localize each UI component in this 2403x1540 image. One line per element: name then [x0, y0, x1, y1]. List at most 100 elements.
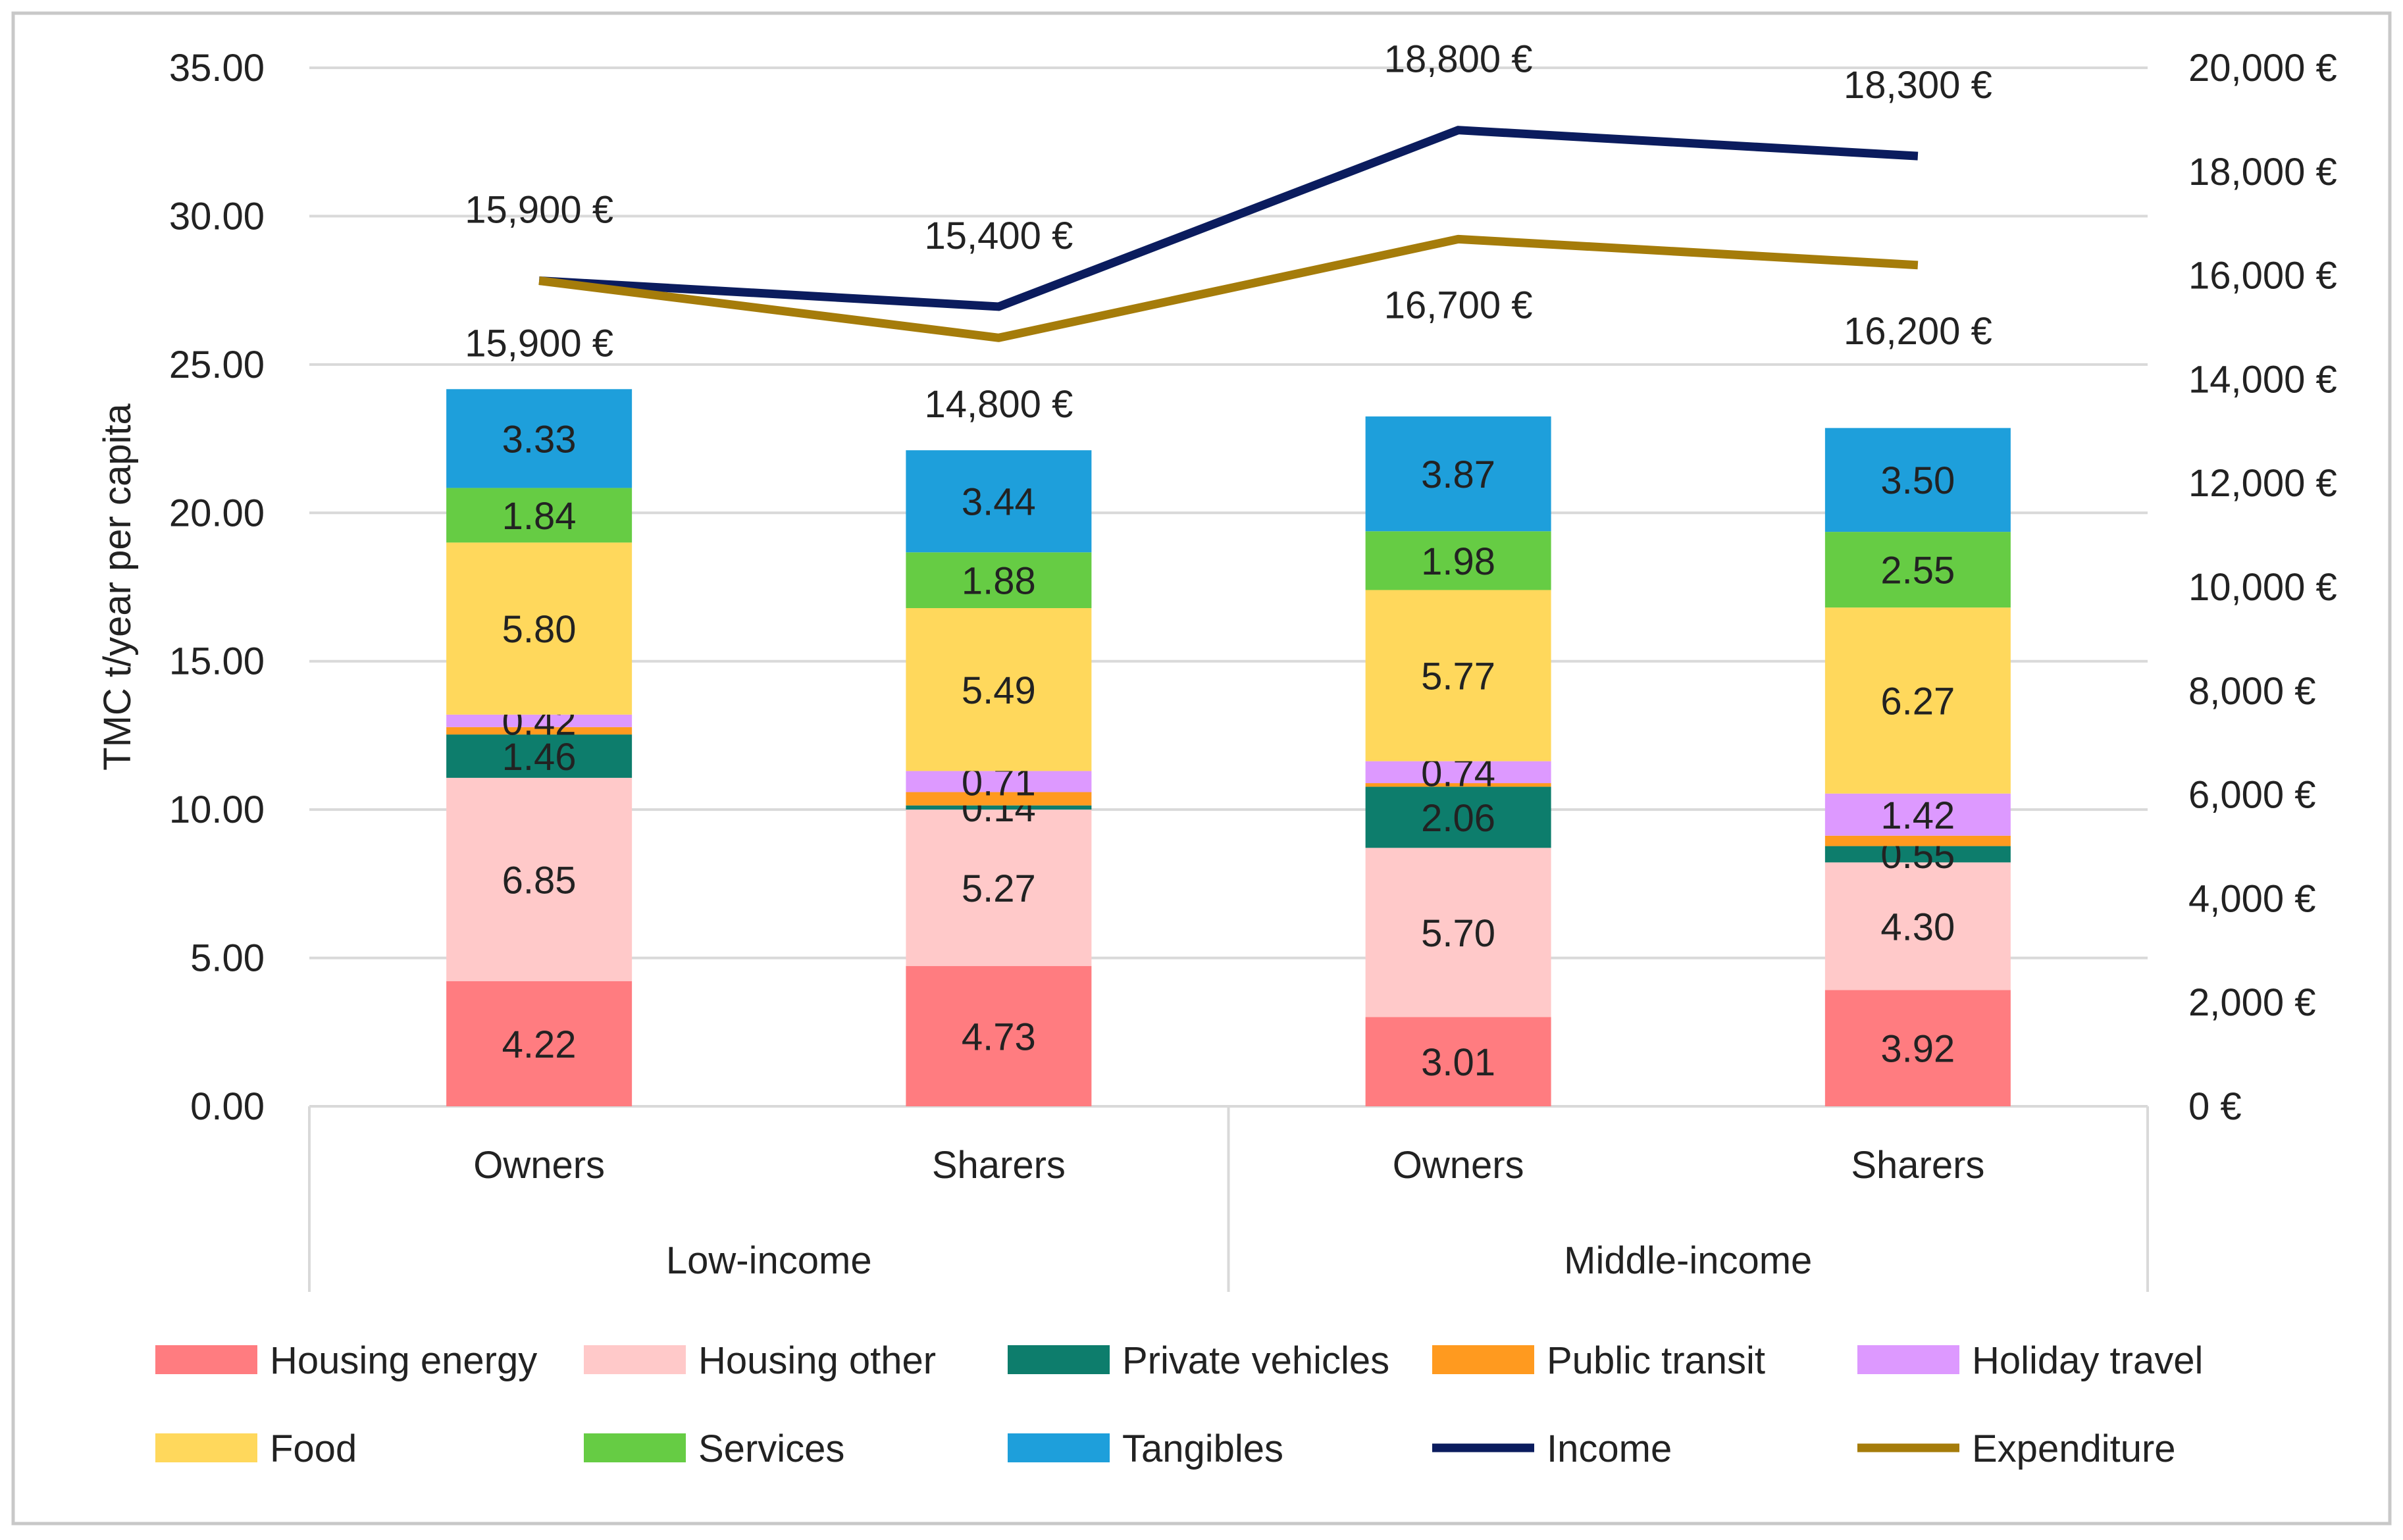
- bar-value-label: 4.73: [962, 1015, 1036, 1058]
- legend-label: Tangibles: [1122, 1427, 1283, 1470]
- y-tick-label: 15.00: [169, 640, 265, 683]
- bar-value-label: 2.06: [1421, 797, 1495, 840]
- bar-segment: [1824, 532, 2011, 608]
- bar-segment: [446, 777, 633, 981]
- bar-value-label: 5.80: [502, 608, 577, 651]
- y-tick-label: 25.00: [169, 344, 265, 386]
- bar-segment: [1824, 835, 2011, 846]
- legend-label: Housing energy: [270, 1339, 537, 1382]
- x-tick-label: Sharers: [932, 1144, 1066, 1187]
- y2-tick-label: 20,000 €: [2188, 47, 2337, 90]
- bar-value-label: 3.50: [1880, 459, 1955, 502]
- y2-tick-label: 18,000 €: [2188, 151, 2337, 193]
- line-value-label: 15,400 €: [924, 215, 1073, 257]
- bar-value-label: 3.01: [1421, 1041, 1495, 1084]
- bar-value-label: 5.70: [1421, 912, 1495, 955]
- legend-swatch: [155, 1433, 257, 1462]
- bar-segment: [906, 792, 1092, 806]
- bar-segment: [446, 727, 633, 735]
- bar-segment: [906, 965, 1092, 1106]
- bar-segment: [906, 552, 1092, 609]
- bar-value-label: 4.22: [502, 1023, 577, 1066]
- bar-value-label: 5.27: [962, 867, 1036, 910]
- bar-value-label: 1.88: [962, 560, 1036, 603]
- bar-value-label: 4.30: [1880, 906, 1955, 948]
- chart-border: [11, 11, 2392, 1526]
- bar-segment: [1824, 846, 2011, 863]
- bars: 4.226.851.460.425.801.843.334.735.270.14…: [446, 389, 2011, 1106]
- y2-tick-label: 8,000 €: [2188, 670, 2316, 713]
- legend-label: Income: [1547, 1427, 1672, 1470]
- bar-value-label: 1.98: [1421, 540, 1495, 583]
- y2-tick-label: 12,000 €: [2188, 462, 2337, 505]
- bar-segment: [1824, 428, 2011, 532]
- bar-segment: [446, 714, 633, 727]
- axes: 0.00 5.00 10.00 15.00 20.00 25.00 30.00 35.00 0 …: [96, 47, 2337, 1292]
- legend-label: Services: [698, 1427, 844, 1470]
- bar-segment: [1365, 786, 1551, 848]
- bar-segment: [446, 734, 633, 778]
- lines: 15,900 € 15,400 € 18,800 € 18,300 € 15,900 €…: [465, 38, 1992, 426]
- legend-swatch: [1008, 1433, 1110, 1462]
- bar-segment: [906, 805, 1092, 810]
- legend-swatch: [1008, 1345, 1110, 1374]
- bar-value-label: 1.46: [502, 736, 577, 779]
- x-tick-label: Owners: [473, 1144, 605, 1187]
- bar-segment: [446, 488, 633, 543]
- bar-segment: [1365, 783, 1551, 787]
- x-group-label: Low-income: [666, 1239, 872, 1282]
- legend-swatch: [1432, 1345, 1534, 1374]
- legend-label: Housing other: [698, 1339, 936, 1382]
- bar-segment: [906, 771, 1092, 792]
- bar-value-label: 1.42: [1880, 794, 1955, 837]
- y2-tick-label: 10,000 €: [2188, 566, 2337, 609]
- legend-label: Private vehicles: [1122, 1339, 1389, 1382]
- legend-swatch: [1857, 1345, 1959, 1374]
- line-series: [538, 126, 1919, 311]
- bar-value-label: 1.84: [502, 495, 577, 538]
- y-tick-label: 0.00: [190, 1085, 265, 1128]
- bar-segment: [906, 809, 1092, 966]
- bar-value-label: 3.33: [502, 418, 577, 461]
- bar-value-label: 2.55: [1880, 550, 1955, 592]
- legend-label: Food: [270, 1427, 357, 1470]
- bar-segment: [1824, 607, 2011, 794]
- bar-segment: [1824, 990, 2011, 1106]
- line-value-label: 18,800 €: [1384, 38, 1533, 81]
- line-series: [538, 234, 1919, 342]
- bar-segment: [906, 608, 1092, 771]
- x-tick-label: Owners: [1393, 1144, 1524, 1187]
- bar-segment: [1824, 793, 2011, 836]
- y-axis-title: TMC t/year per capita: [96, 403, 139, 770]
- line-value-label: 15,900 €: [465, 322, 613, 365]
- legend-label: Expenditure: [1972, 1427, 2176, 1470]
- line-value-label: 16,700 €: [1384, 284, 1533, 326]
- y2-tick-label: 2,000 €: [2188, 981, 2316, 1024]
- y-tick-label: 20.00: [169, 492, 265, 534]
- y-tick-label: 10.00: [169, 788, 265, 831]
- bar-segment: [1365, 416, 1551, 532]
- bar-segment: [1365, 761, 1551, 784]
- bar-segment: [446, 981, 633, 1106]
- y2-tick-label: 14,000 €: [2188, 358, 2337, 401]
- bar-value-label: 3.92: [1880, 1028, 1955, 1071]
- bar-segment: [1365, 848, 1551, 1017]
- bar-value-label: 6.27: [1880, 680, 1955, 723]
- y2-tick-label: 0 €: [2188, 1085, 2242, 1128]
- legend: Housing energy Housing other Private vehic…: [155, 1339, 2203, 1470]
- y-tick-label: 35.00: [169, 47, 265, 90]
- y2-tick-label: 4,000 €: [2188, 877, 2316, 920]
- y-tick-label: 5.00: [190, 937, 265, 980]
- bar-segment: [1365, 1017, 1551, 1106]
- line-value-label: 16,200 €: [1844, 310, 1992, 353]
- bar-segment: [906, 450, 1092, 553]
- bar-value-label: 5.49: [962, 669, 1036, 712]
- bar-value-label: 3.44: [962, 481, 1036, 524]
- legend-swatch: [584, 1433, 686, 1462]
- bar-value-label: 6.85: [502, 859, 577, 902]
- bar-segment: [1824, 862, 2011, 990]
- legend-label: Holiday travel: [1972, 1339, 2203, 1382]
- bar-segment: [446, 542, 633, 715]
